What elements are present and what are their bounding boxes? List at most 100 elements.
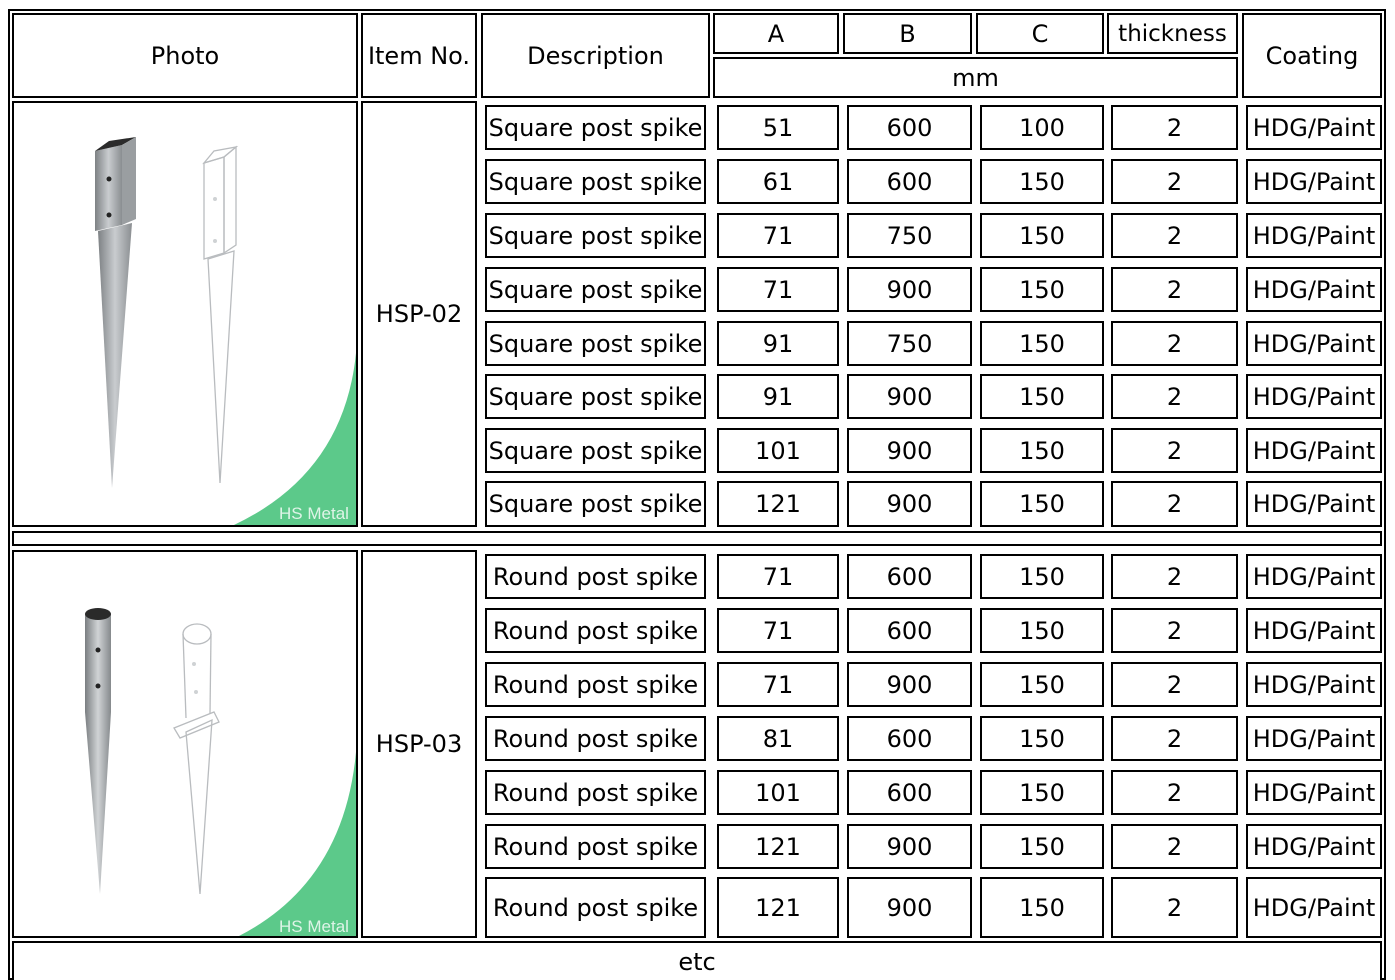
coating-cell: HDG/Paint bbox=[1246, 481, 1382, 527]
thickness-cell: 2 bbox=[1111, 213, 1238, 258]
dimension-a-cell: 71 bbox=[717, 554, 839, 599]
square-spike-illustration: HS Metal bbox=[14, 103, 356, 525]
thickness-cell: 2 bbox=[1111, 321, 1238, 366]
description-cell: Round post spike bbox=[485, 662, 706, 707]
dimension-b-cell: 900 bbox=[847, 267, 972, 312]
dimension-c-cell: 150 bbox=[980, 159, 1104, 204]
header-unit: mm bbox=[713, 57, 1238, 98]
description-cell: Square post spike bbox=[485, 159, 706, 204]
green-accent-shape bbox=[234, 353, 356, 525]
dimension-b-cell: 600 bbox=[847, 159, 972, 204]
coating-cell: HDG/Paint bbox=[1246, 374, 1382, 419]
description-cell: Square post spike bbox=[485, 481, 706, 527]
description-cell: Round post spike bbox=[485, 554, 706, 599]
coating-cell: HDG/Paint bbox=[1246, 662, 1382, 707]
thickness-cell: 2 bbox=[1111, 770, 1238, 815]
dimension-c-cell: 150 bbox=[980, 428, 1104, 473]
description-cell: Square post spike bbox=[485, 374, 706, 419]
dimension-c-cell: 150 bbox=[980, 608, 1104, 653]
dimension-c-cell: 150 bbox=[980, 877, 1104, 938]
header-coating: Coating bbox=[1242, 13, 1382, 98]
dimension-b-cell: 750 bbox=[847, 213, 972, 258]
dimension-a-cell: 121 bbox=[717, 877, 839, 938]
coating-cell: HDG/Paint bbox=[1246, 159, 1382, 204]
dimension-c-cell: 150 bbox=[980, 662, 1104, 707]
round-spike-illustration: HS Metal bbox=[14, 552, 356, 936]
thickness-cell: 2 bbox=[1111, 481, 1238, 527]
coating-cell: HDG/Paint bbox=[1246, 716, 1382, 761]
coating-cell: HDG/Paint bbox=[1246, 105, 1382, 150]
header-a: A bbox=[713, 13, 839, 54]
footer-etc: etc bbox=[12, 941, 1382, 980]
separator-row bbox=[12, 531, 1382, 546]
dimension-a-cell: 121 bbox=[717, 824, 839, 869]
description-cell: Square post spike bbox=[485, 321, 706, 366]
thickness-cell: 2 bbox=[1111, 554, 1238, 599]
dimension-a-cell: 101 bbox=[717, 428, 839, 473]
thickness-cell: 2 bbox=[1111, 105, 1238, 150]
dimension-a-cell: 51 bbox=[717, 105, 839, 150]
header-description: Description bbox=[481, 13, 710, 98]
dimension-a-cell: 91 bbox=[717, 374, 839, 419]
header-photo: Photo bbox=[12, 13, 358, 98]
product-photo-square-spike: HS Metal bbox=[12, 101, 358, 527]
description-cell: Round post spike bbox=[485, 770, 706, 815]
dimension-b-cell: 900 bbox=[847, 662, 972, 707]
description-cell: Round post spike bbox=[485, 608, 706, 653]
dimension-a-cell: 71 bbox=[717, 267, 839, 312]
green-accent-shape bbox=[239, 752, 356, 936]
thickness-cell: 2 bbox=[1111, 159, 1238, 204]
dimension-c-cell: 150 bbox=[980, 554, 1104, 599]
dimension-b-cell: 600 bbox=[847, 105, 972, 150]
thickness-cell: 2 bbox=[1111, 824, 1238, 869]
dimension-c-cell: 150 bbox=[980, 321, 1104, 366]
dimension-b-cell: 900 bbox=[847, 481, 972, 527]
thickness-cell: 2 bbox=[1111, 267, 1238, 312]
coating-cell: HDG/Paint bbox=[1246, 824, 1382, 869]
dimension-a-cell: 71 bbox=[717, 608, 839, 653]
thickness-cell: 2 bbox=[1111, 716, 1238, 761]
coating-cell: HDG/Paint bbox=[1246, 428, 1382, 473]
dimension-c-cell: 150 bbox=[980, 267, 1104, 312]
thickness-cell: 2 bbox=[1111, 877, 1238, 938]
watermark-text: HS Metal bbox=[279, 504, 349, 523]
description-cell: Square post spike bbox=[485, 267, 706, 312]
coating-cell: HDG/Paint bbox=[1246, 267, 1382, 312]
header-item-no: Item No. bbox=[361, 13, 477, 98]
dimension-a-cell: 121 bbox=[717, 481, 839, 527]
dimension-b-cell: 600 bbox=[847, 716, 972, 761]
dimension-a-cell: 71 bbox=[717, 662, 839, 707]
header-c: C bbox=[976, 13, 1104, 54]
coating-cell: HDG/Paint bbox=[1246, 321, 1382, 366]
dimension-c-cell: 150 bbox=[980, 716, 1104, 761]
description-cell: Square post spike bbox=[485, 213, 706, 258]
dimension-b-cell: 600 bbox=[847, 554, 972, 599]
dimension-a-cell: 101 bbox=[717, 770, 839, 815]
thickness-cell: 2 bbox=[1111, 374, 1238, 419]
dimension-c-cell: 150 bbox=[980, 824, 1104, 869]
item-number: HSP-03 bbox=[361, 550, 477, 938]
dimension-b-cell: 600 bbox=[847, 770, 972, 815]
description-cell: Square post spike bbox=[485, 428, 706, 473]
thickness-cell: 2 bbox=[1111, 428, 1238, 473]
dimension-a-cell: 81 bbox=[717, 716, 839, 761]
header-b: B bbox=[843, 13, 972, 54]
product-photo-round-spike: HS Metal bbox=[12, 550, 358, 938]
coating-cell: HDG/Paint bbox=[1246, 877, 1382, 938]
dimension-b-cell: 900 bbox=[847, 877, 972, 938]
dimension-c-cell: 150 bbox=[980, 213, 1104, 258]
dimension-b-cell: 600 bbox=[847, 608, 972, 653]
dimension-c-cell: 150 bbox=[980, 374, 1104, 419]
dimension-a-cell: 91 bbox=[717, 321, 839, 366]
description-cell: Round post spike bbox=[485, 824, 706, 869]
description-cell: Square post spike bbox=[485, 105, 706, 150]
dimension-a-cell: 71 bbox=[717, 213, 839, 258]
dimension-c-cell: 150 bbox=[980, 770, 1104, 815]
coating-cell: HDG/Paint bbox=[1246, 608, 1382, 653]
description-cell: Round post spike bbox=[485, 877, 706, 938]
header-thickness: thickness bbox=[1107, 13, 1238, 54]
dimension-b-cell: 900 bbox=[847, 824, 972, 869]
thickness-cell: 2 bbox=[1111, 608, 1238, 653]
dimension-a-cell: 61 bbox=[717, 159, 839, 204]
